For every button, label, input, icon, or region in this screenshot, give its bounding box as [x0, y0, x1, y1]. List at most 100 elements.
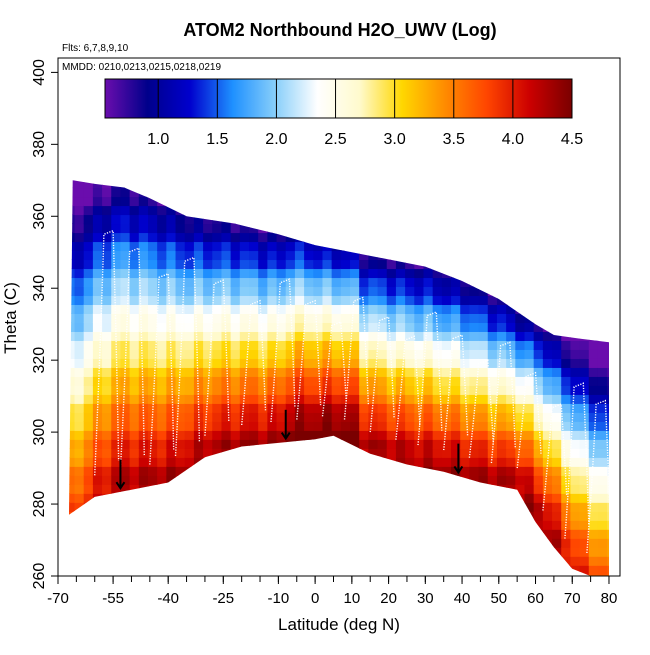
field-cell: [561, 358, 572, 368]
field-cell: [148, 170, 158, 180]
field-cell: [487, 394, 498, 404]
field-cell: [570, 403, 581, 413]
field-cell: [561, 250, 572, 261]
field-cell: [304, 367, 314, 377]
field-cell: [460, 340, 470, 350]
field-cell: [451, 376, 461, 386]
field-cell: [166, 565, 177, 575]
field-cell: [533, 340, 544, 350]
field-cell: [258, 250, 268, 261]
field-cell: [515, 466, 526, 476]
field-cell: [212, 421, 223, 431]
field-cell: [175, 340, 186, 350]
field-cell: [184, 295, 195, 306]
field-cell: [441, 457, 452, 467]
field-cell: [166, 367, 177, 377]
field-cell: [65, 170, 75, 180]
field-cell: [267, 313, 278, 323]
field-cell: [69, 322, 76, 332]
field-cell: [120, 403, 131, 413]
field-cell: [313, 475, 324, 485]
field-cell: [423, 286, 434, 297]
field-cell: [304, 250, 314, 261]
field-cell: [460, 268, 470, 279]
field-cell: [111, 421, 122, 431]
field-cell: [239, 520, 250, 530]
field-cell: [102, 170, 112, 180]
field-cell: [377, 403, 388, 413]
field-cell: [313, 520, 324, 530]
field-cell: [515, 340, 526, 350]
field-cell: [203, 241, 213, 252]
field-cell: [414, 232, 425, 243]
field-cell: [386, 358, 397, 368]
field-cell: [230, 556, 241, 566]
field-cell: [74, 421, 85, 431]
field-cell: [487, 412, 498, 422]
field-cell: [230, 430, 241, 440]
field-cell: [395, 493, 406, 503]
field-cell: [597, 538, 608, 548]
field-cell: [111, 394, 122, 404]
field-cell: [285, 529, 296, 539]
field-cell: [395, 556, 406, 566]
field-cell: [166, 430, 177, 440]
field-cell: [285, 502, 296, 512]
field-cell: [368, 439, 379, 449]
field-cell: [386, 180, 397, 189]
field-cell: [395, 430, 406, 440]
field-cell: [203, 556, 213, 566]
field-cell: [184, 232, 195, 243]
field-cell: [138, 412, 149, 422]
field-cell: [258, 304, 268, 314]
field-cell: [552, 304, 562, 314]
field-cell: [432, 205, 443, 216]
field-cell: [506, 385, 516, 395]
field-cell: [92, 466, 103, 476]
field-cell: [441, 421, 452, 431]
field-cell: [561, 232, 572, 243]
field-cell: [203, 304, 213, 314]
field-cell: [313, 484, 324, 494]
field-cell: [506, 214, 516, 225]
field-cell: [414, 180, 425, 189]
field-cell: [203, 322, 213, 332]
field-cell: [506, 502, 516, 512]
field-cell: [175, 385, 186, 395]
field-cell: [451, 448, 461, 458]
field-cell: [570, 484, 581, 494]
field-cell: [230, 376, 241, 386]
field-cell: [74, 367, 85, 377]
field-cell: [285, 376, 296, 386]
field-cell: [377, 313, 388, 323]
field-cell: [184, 547, 195, 557]
field-cell: [294, 205, 305, 216]
field-cell: [221, 259, 232, 270]
field-cell: [120, 511, 131, 521]
field-cell: [111, 232, 122, 243]
field-cell: [607, 331, 609, 341]
field-cell: [258, 493, 268, 503]
field-cell: [69, 412, 76, 422]
field-cell: [138, 205, 149, 216]
field-cell: [138, 556, 149, 566]
field-cell: [120, 295, 131, 306]
field-cell: [294, 403, 305, 413]
field-cell: [469, 511, 480, 521]
field-cell: [267, 286, 278, 297]
field-cell: [322, 385, 333, 395]
field-cell: [579, 241, 590, 252]
field-cell: [138, 466, 149, 476]
field-cell: [212, 502, 223, 512]
field-cell: [588, 349, 599, 359]
field-cell: [157, 430, 167, 440]
field-cell: [331, 520, 342, 530]
field-cell: [405, 376, 415, 386]
field-cell: [285, 457, 296, 467]
field-cell: [533, 286, 544, 297]
field-cell: [405, 331, 415, 341]
field-cell: [414, 511, 425, 521]
field-cell: [322, 180, 333, 189]
field-cell: [515, 295, 526, 306]
field-cell: [432, 493, 443, 503]
